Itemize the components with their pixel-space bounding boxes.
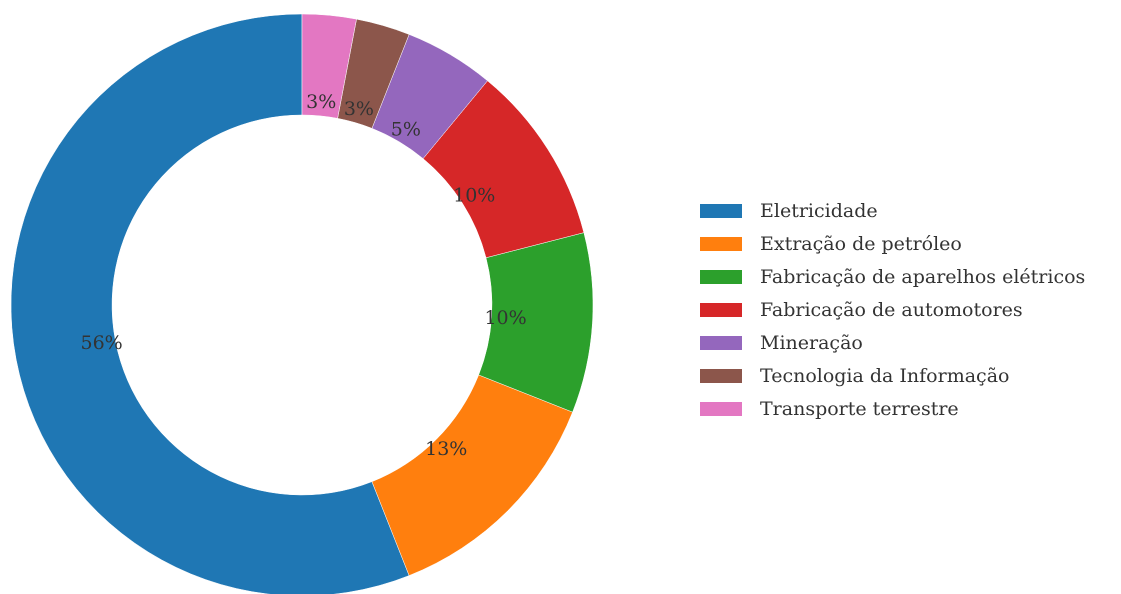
legend-label: Fabricação de automotores (760, 298, 1023, 321)
legend-swatch (700, 368, 742, 383)
slice-label-fabricacao-de-automotores: 10% (453, 185, 495, 207)
legend-label: Transporte terrestre (760, 397, 959, 420)
legend-item-eletricidade: Eletricidade (700, 194, 1121, 227)
legend-label: Eletricidade (760, 199, 878, 222)
legend-swatch (700, 302, 742, 317)
slice-label-fabricacao-de-aparelhos-eletricos: 10% (484, 307, 526, 329)
legend-swatch (700, 236, 742, 251)
legend-item-fabricacao-de-automotores: Fabricação de automotores (700, 293, 1121, 326)
slice-label-eletricidade: 56% (80, 332, 122, 354)
legend-label: Extração de petróleo (760, 232, 962, 255)
legend-item-transporte-terrestre: Transporte terrestre (700, 392, 1121, 425)
slice-label-extracao-de-petroleo: 13% (425, 438, 467, 460)
legend-label: Mineração (760, 331, 863, 354)
slice-label-mineracao: 5% (391, 118, 421, 140)
legend-label: Tecnologia da Informação (760, 364, 1010, 387)
slice-extracao-de-petroleo (371, 374, 573, 576)
labels-group: 56% 13% 10% 10% 5% 3% 3% (80, 91, 526, 460)
legend-swatch (700, 269, 742, 284)
legend-swatch (700, 335, 742, 350)
legend-label: Fabricação de aparelhos elétricos (760, 265, 1086, 288)
slice-transporte-terrestre (301, 13, 357, 119)
slice-eletricidade (10, 13, 410, 594)
slice-label-transporte-terrestre: 3% (306, 91, 336, 113)
legend: Eletricidade Extração de petróleo Fabricaç… (700, 194, 1121, 425)
legend-swatch (700, 203, 742, 218)
legend-item-fabricacao-de-aparelhos-eletricos: Fabricação de aparelhos elétricos (700, 260, 1121, 293)
slice-label-tecnologia-da-informacao: 3% (344, 98, 374, 120)
legend-item-extracao-de-petroleo: Extração de petróleo (700, 227, 1121, 260)
legend-item-tecnologia-da-informacao: Tecnologia da Informação (700, 359, 1121, 392)
legend-item-mineracao: Mineração (700, 326, 1121, 359)
donut-chart: 56% 13% 10% 10% 5% 3% 3% (10, 13, 594, 594)
legend-swatch (700, 401, 742, 416)
slices-group (10, 13, 594, 594)
